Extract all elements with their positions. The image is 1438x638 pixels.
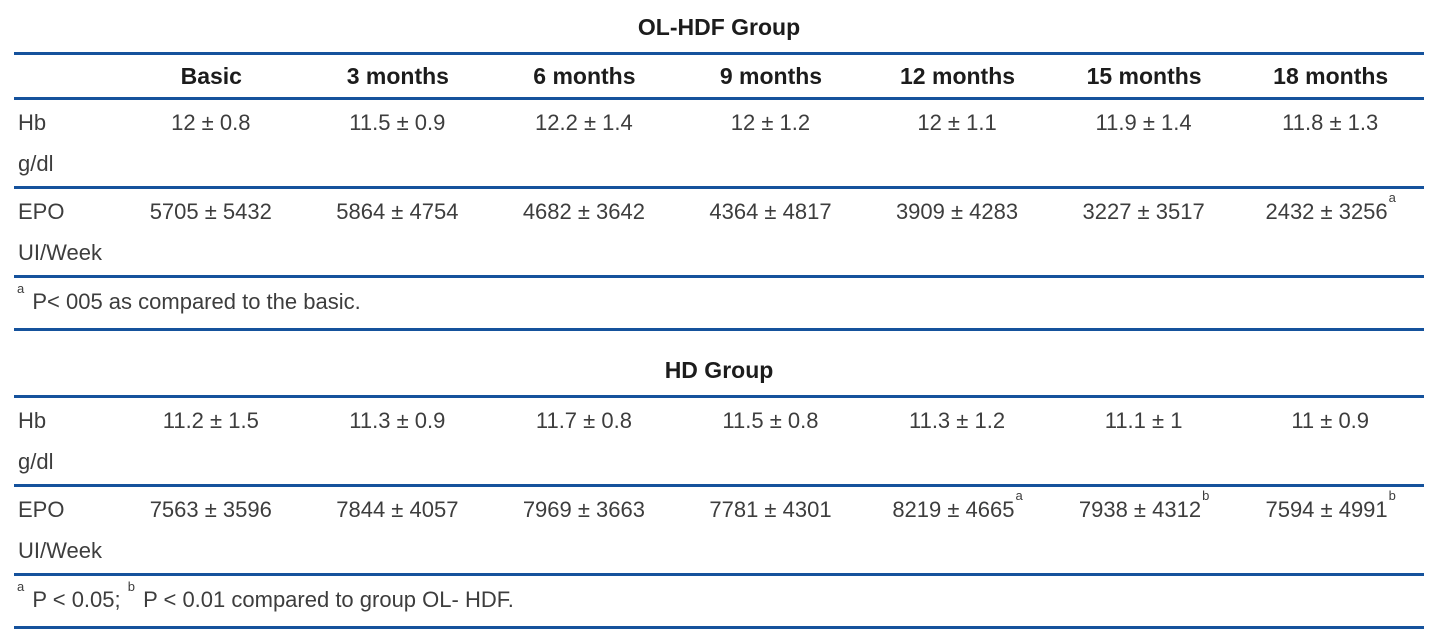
table-hd: HD Group Hb g/dl 11.2 ± 1.5 11.3 ± 0.9 1… <box>14 331 1424 629</box>
footnote-marker: a <box>1388 189 1396 205</box>
value-cell: 7594 ± 4991b <box>1265 487 1396 522</box>
olhdf-footnote: a P< 005 as compared to the basic. <box>14 277 1424 330</box>
hd-footnote-row: a P < 0.05; b P < 0.01 compared to group… <box>14 575 1424 628</box>
value-cell: 11.3 ± 0.9 <box>349 408 446 433</box>
value-cell: 7844 ± 4057 <box>336 497 459 522</box>
hd-footnote: a P < 0.05; b P < 0.01 compared to group… <box>14 575 1424 628</box>
value-cell: 5864 ± 4754 <box>336 199 459 224</box>
column-header-15-months: 15 months <box>1086 63 1202 89</box>
value-cell: 11.3 ± 1.2 <box>908 408 1006 433</box>
value-cell: 2432 ± 3256a <box>1265 189 1396 224</box>
value-cell: 4364 ± 4817 <box>709 199 832 224</box>
olhdf-group-title: OL-HDF Group <box>637 14 801 40</box>
value-cell: 11.1 ± 1 <box>1104 408 1183 433</box>
value-cell: 7938 ± 4312b <box>1078 487 1210 522</box>
value-cell: 11.8 ± 1.3 <box>1282 110 1379 135</box>
column-header-6-months: 6 months <box>533 63 636 89</box>
table-row: EPO UI/Week 7563 ± 3596 7844 ± 4057 7969… <box>14 486 1424 575</box>
footnote-text-a: P < 0.05; <box>26 587 127 612</box>
footnote-marker-a: a <box>17 280 25 296</box>
value-cell: 11.5 ± 0.9 <box>349 110 446 135</box>
column-header-empty <box>14 54 118 99</box>
footnote-text-b: P < 0.01 compared to group OL- HDF. <box>136 587 514 612</box>
olhdf-header-row: Basic 3 months 6 months 9 months 12 mont… <box>14 54 1424 99</box>
row-unit: UI/Week <box>18 538 102 563</box>
value-cell: 7969 ± 3663 <box>522 497 645 522</box>
table-row: Hb g/dl 12 ± 0.8 11.5 ± 0.9 12.2 ± 1.4 1… <box>14 99 1424 188</box>
value-cell: 5705 ± 5432 <box>149 199 272 224</box>
olhdf-title-row: OL-HDF Group <box>14 0 1424 54</box>
column-header-3-months: 3 months <box>346 63 449 89</box>
value-cell: 8219 ± 4665a <box>892 487 1023 522</box>
row-unit: g/dl <box>18 151 54 176</box>
footnote-text: P< 005 as compared to the basic. <box>26 289 361 314</box>
value-cell: 12 ± 1.1 <box>917 110 997 135</box>
footnote-marker: b <box>1388 487 1396 503</box>
row-unit: UI/Week <box>18 240 102 265</box>
footnote-marker: b <box>1202 487 1210 503</box>
value-cell: 12 ± 1.2 <box>730 110 811 135</box>
column-header-12-months: 12 months <box>900 63 1016 89</box>
row-label-cell: EPO UI/Week <box>14 188 118 277</box>
row-label: EPO <box>18 497 65 522</box>
row-label: EPO <box>18 199 65 224</box>
value-cell: 12.2 ± 1.4 <box>535 110 633 135</box>
value-cell: 7781 ± 4301 <box>709 497 832 522</box>
value-cell: 11.5 ± 0.8 <box>722 408 819 433</box>
column-header-basic: Basic <box>180 63 242 89</box>
value-cell: 3227 ± 3517 <box>1082 199 1205 224</box>
value-cell: 11.7 ± 0.8 <box>535 408 632 433</box>
hd-title-row: HD Group <box>14 331 1424 397</box>
column-header-9-months: 9 months <box>719 63 823 89</box>
value-cell: 4682 ± 3642 <box>522 199 645 224</box>
value-cell: 11 ± 0.9 <box>1291 408 1370 433</box>
table-row: EPO UI/Week 5705 ± 5432 5864 ± 4754 4682… <box>14 188 1424 277</box>
row-label: Hb <box>18 110 47 135</box>
table-olhdf: OL-HDF Group Basic 3 months 6 months 9 m… <box>14 0 1424 331</box>
row-label-cell: Hb g/dl <box>14 397 118 486</box>
value-cell: 12 ± 0.8 <box>171 110 251 135</box>
footnote-marker: a <box>1015 487 1023 503</box>
hd-group-title: HD Group <box>664 357 774 383</box>
row-label-cell: EPO UI/Week <box>14 486 118 575</box>
row-label: Hb <box>18 408 47 433</box>
value-cell: 3909 ± 4283 <box>895 199 1019 224</box>
row-unit: g/dl <box>18 449 54 474</box>
table-row: Hb g/dl 11.2 ± 1.5 11.3 ± 0.9 11.7 ± 0.8… <box>14 397 1424 486</box>
column-header-18-months: 18 months <box>1273 63 1389 89</box>
footnote-marker-b: b <box>127 578 135 594</box>
olhdf-footnote-row: a P< 005 as compared to the basic. <box>14 277 1424 330</box>
value-cell: 7563 ± 3596 <box>149 497 272 522</box>
row-label-cell: Hb g/dl <box>14 99 118 188</box>
footnote-marker-a: a <box>17 578 25 594</box>
value-cell: 11.2 ± 1.5 <box>162 408 259 433</box>
value-cell: 11.9 ± 1.4 <box>1095 110 1192 135</box>
